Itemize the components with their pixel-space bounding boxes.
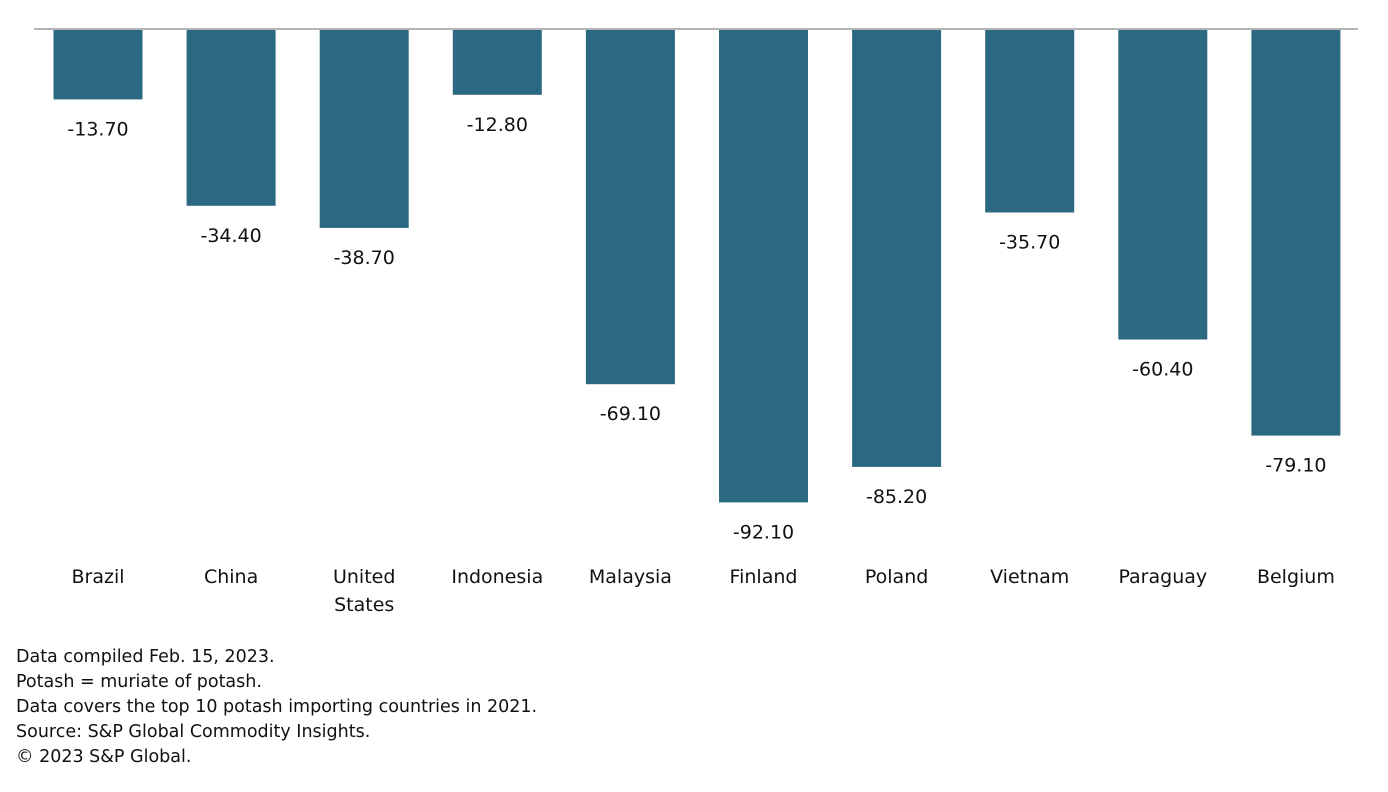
footnote-coverage: Data covers the top 10 potash importing …	[16, 697, 538, 717]
bar-indonesia	[452, 29, 542, 95]
data-label: -92.10	[733, 521, 794, 543]
category-label: Malaysia	[589, 566, 672, 588]
category-label: United	[333, 566, 395, 588]
data-label: -12.80	[467, 114, 528, 136]
data-labels-group: -13.70 -34.40 -38.70 -12.80 -69.10 -92.10 -85.…	[67, 114, 1326, 544]
data-label: -85.20	[866, 486, 927, 508]
footnote-potash-definition: Potash = muriate of potash.	[16, 672, 262, 692]
category-label: Indonesia	[451, 566, 543, 588]
bar-poland	[852, 29, 942, 467]
category-label: Belgium	[1257, 566, 1335, 588]
footnote-compiled-date: Data compiled Feb. 15, 2023.	[16, 647, 275, 667]
bar-belgium	[1251, 29, 1341, 436]
data-label: -60.40	[1132, 359, 1193, 381]
category-label: Finland	[730, 566, 798, 588]
category-label: States	[334, 594, 394, 616]
bar-united-states	[319, 29, 409, 228]
category-label: Paraguay	[1118, 566, 1207, 588]
bar-malaysia	[585, 29, 675, 385]
data-label: -34.40	[200, 225, 261, 247]
bar-finland	[719, 29, 808, 503]
data-label: -79.10	[1265, 455, 1326, 477]
bar-china	[186, 29, 276, 206]
category-label: Poland	[865, 566, 928, 588]
category-label: Vietnam	[990, 566, 1069, 588]
bar-paraguay	[1118, 29, 1208, 340]
category-label: Brazil	[71, 566, 124, 588]
category-label: China	[204, 566, 258, 588]
bar-chart: -13.70 -34.40 -38.70 -12.80 -69.10 -92.10 -85.…	[34, 28, 1358, 616]
bars-group	[53, 29, 1341, 503]
category-labels-group: Brazil China United States Indonesia Malaysia…	[71, 566, 1334, 616]
footnote-copyright: © 2023 S&P Global.	[16, 747, 192, 767]
footnote-source: Source: S&P Global Commodity Insights.	[16, 722, 371, 742]
data-label: -38.70	[334, 247, 395, 269]
footnotes: Data compiled Feb. 15, 2023. Potash = mu…	[16, 645, 537, 770]
data-label: -69.10	[600, 403, 661, 425]
bar-vietnam	[985, 29, 1075, 213]
data-label: -13.70	[67, 118, 128, 140]
data-label: -35.70	[999, 232, 1060, 254]
bar-brazil	[53, 29, 143, 100]
